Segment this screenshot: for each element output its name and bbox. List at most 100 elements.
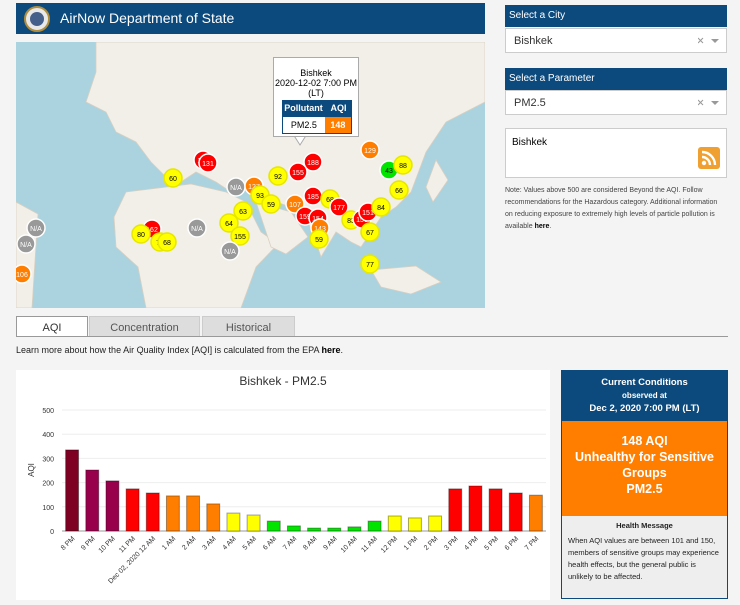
bar	[286, 525, 301, 532]
bar	[186, 495, 201, 532]
x-tick-label: 7 AM	[282, 535, 298, 551]
marker-label: 177	[333, 205, 345, 212]
bar	[488, 488, 503, 532]
x-tick-label: 10 AM	[340, 535, 359, 554]
map-marker[interactable]	[360, 254, 380, 274]
chart: Bishkek - PM2.5 AQI 0 100 200 300 400 500 8 PM…	[27, 374, 546, 585]
link[interactable]: here	[321, 345, 341, 355]
x-tick-label: 11 PM	[118, 535, 137, 554]
learn-end: .	[340, 345, 344, 355]
map-popup: Bishkek 2020-12-02 7:00 PM (LT) Pollutan…	[273, 57, 359, 137]
bar	[528, 494, 543, 532]
y-tick-label: 300	[42, 456, 54, 463]
popup-aqi: 148	[324, 117, 351, 133]
bar	[347, 526, 362, 532]
city-value: Bishkek	[514, 35, 553, 47]
marker-label: 129	[364, 148, 376, 155]
note: Note: Values above 500 are considered Be…	[505, 185, 727, 233]
map-marker[interactable]	[329, 197, 349, 217]
marker-label: 43	[385, 168, 393, 175]
marker-label: N/A	[224, 249, 236, 256]
x-tick-label: 1 AM	[161, 535, 177, 551]
x-tick-label: 6 PM	[504, 535, 521, 552]
current-conditions: Current Conditions observed at Dec 2, 20…	[561, 370, 728, 599]
map-marker[interactable]	[268, 166, 288, 186]
marker-label: N/A	[191, 226, 203, 233]
bar	[327, 527, 342, 532]
x-tick-label: 10 PM	[98, 535, 117, 554]
popup-datetime: 2020-12-02 7:00 PM	[274, 78, 358, 88]
map-marker[interactable]	[220, 241, 240, 261]
parameter-select[interactable]: PM2.5	[505, 90, 727, 115]
popup-zone: (LT)	[308, 88, 324, 98]
map-marker[interactable]	[288, 162, 308, 182]
map-marker[interactable]	[233, 201, 253, 221]
map-marker[interactable]	[393, 155, 413, 175]
bar	[387, 515, 402, 532]
current-pollutant: PM2.5	[626, 482, 663, 496]
marker-label: N/A	[230, 185, 242, 192]
map-marker[interactable]	[157, 232, 177, 252]
map-marker[interactable]	[230, 226, 250, 246]
marker-label: 60	[169, 176, 177, 183]
marker-label: 59	[267, 202, 275, 209]
map-marker[interactable]	[16, 264, 32, 284]
select-icons	[698, 37, 719, 44]
marker-label: 80	[137, 232, 145, 239]
x-tick-label: 8 AM	[302, 535, 318, 551]
popup-header: AQI	[330, 103, 347, 113]
map-marker[interactable]	[163, 168, 183, 188]
note-text: Note: Values above 500 are considered Be…	[505, 187, 718, 230]
link[interactable]: here	[534, 223, 550, 230]
map-marker[interactable]	[360, 222, 380, 242]
marker-label: 155	[234, 234, 246, 241]
map-marker[interactable]	[198, 153, 218, 173]
marker-label: 83	[347, 218, 355, 225]
bar	[65, 449, 80, 532]
tab[interactable]: Concentration	[89, 316, 200, 336]
x-tick-label: 2 AM	[181, 535, 197, 551]
marker-label: 106	[16, 272, 28, 279]
rss-icon[interactable]	[698, 147, 720, 169]
seal	[24, 6, 50, 32]
bar	[508, 492, 523, 532]
chart-card: Bishkek - PM2.5 AQI 0 100 200 300 400 500 8 PM…	[16, 370, 550, 600]
map-marker[interactable]	[219, 213, 239, 233]
marker-label: 67	[366, 230, 374, 237]
x-tick-label: 7 PM	[524, 535, 541, 552]
y-tick-label: 0	[50, 529, 54, 536]
tab[interactable]: AQI	[16, 316, 88, 337]
x-tick-label: 6 AM	[262, 535, 278, 551]
marker-label: 64	[225, 221, 233, 228]
marker-label: N/A	[20, 242, 32, 249]
map[interactable]: 6011713192188155185107159154143596817783…	[16, 42, 485, 308]
bar	[448, 488, 463, 532]
marker-label: 188	[307, 160, 319, 167]
feed-title: Bishkek	[512, 137, 548, 148]
city-select[interactable]: Bishkek	[505, 28, 727, 53]
map-marker[interactable]	[389, 180, 409, 200]
bar	[246, 514, 261, 532]
bar	[105, 480, 120, 532]
tab[interactable]: Historical	[202, 316, 295, 336]
map-marker[interactable]	[371, 197, 391, 217]
x-tick-label: 8 PM	[60, 535, 77, 552]
marker-label: 185	[307, 194, 319, 201]
map-marker[interactable]	[303, 152, 323, 172]
header-title: AirNow Department of State	[60, 10, 235, 26]
map-marker[interactable]	[360, 140, 380, 160]
map-marker[interactable]	[26, 218, 46, 238]
map-marker[interactable]	[131, 224, 151, 244]
select-icons	[698, 99, 719, 106]
observed-label: observed at	[622, 391, 667, 400]
marker-label: 68	[163, 240, 171, 247]
x-tick-label: 3 PM	[443, 535, 460, 552]
map-marker[interactable]	[16, 234, 36, 254]
observed-datetime: Dec 2, 2020 7:00 PM (LT)	[589, 403, 700, 414]
bar	[307, 527, 322, 532]
map-marker[interactable]	[261, 194, 281, 214]
y-axis-label: AQI	[27, 463, 36, 477]
map-marker[interactable]	[309, 229, 329, 249]
bar	[226, 512, 241, 532]
map-marker[interactable]	[187, 218, 207, 238]
